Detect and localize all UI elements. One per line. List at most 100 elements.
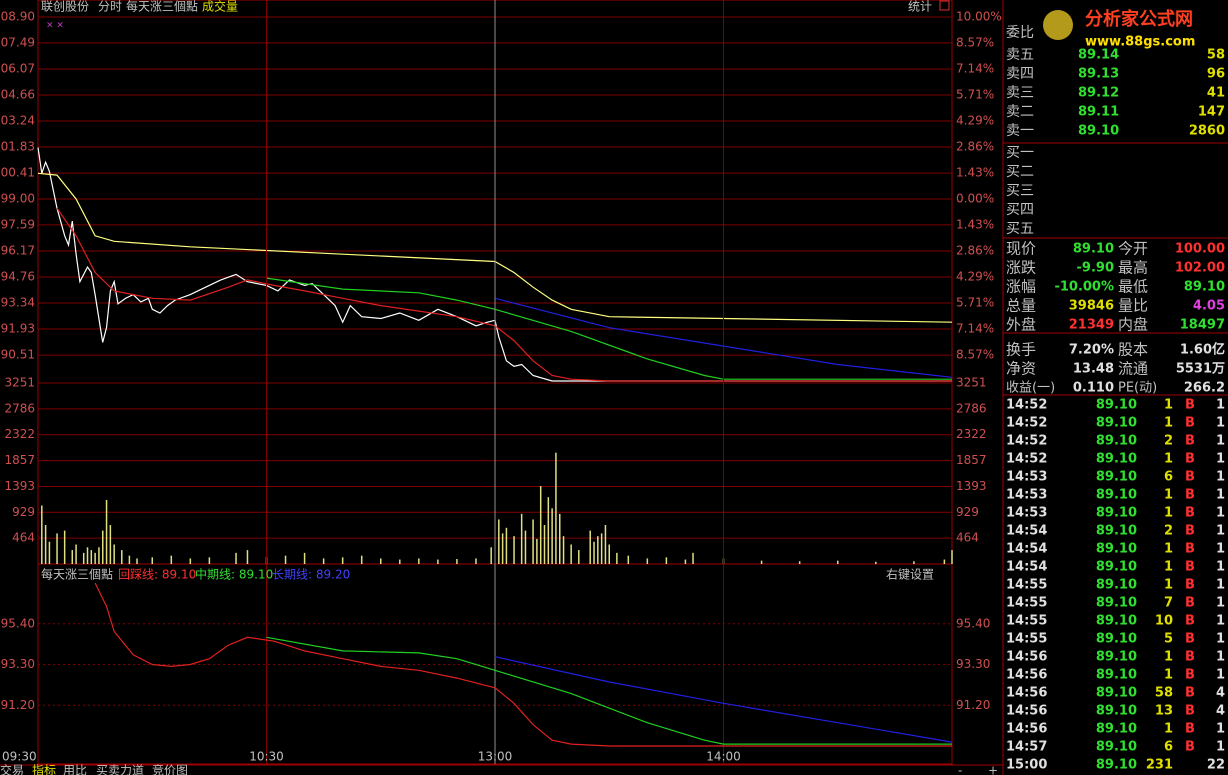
trade-cell: 14:56 <box>1006 704 1047 719</box>
order-book-header: 委比 <box>1006 25 1034 41</box>
x-tick-label: 10:30 <box>249 750 284 764</box>
quote-value: 1.60亿 <box>1180 342 1225 358</box>
quote-value: 102.00 <box>1175 261 1225 276</box>
y2-tick-label: 93.30 <box>956 657 990 671</box>
trade-cell: 14:54 <box>1006 542 1047 557</box>
y2-tick-label: 7.14% <box>956 62 994 76</box>
quote-value: 39846 <box>1069 299 1114 314</box>
trade-cell: 89.10 <box>1096 758 1137 773</box>
trade-cell: 14:56 <box>1006 686 1047 701</box>
y-tick-label: 3251 <box>4 376 35 390</box>
trade-cell: 89.10 <box>1096 722 1137 737</box>
trade-cell: 5 <box>1164 632 1173 647</box>
ask-label: 卖一 <box>1006 123 1034 139</box>
trade-cell: 89.10 <box>1096 668 1137 683</box>
trade-cell: B <box>1185 416 1195 431</box>
trade-cell: 89.10 <box>1096 686 1137 701</box>
trade-cell: B <box>1185 506 1195 521</box>
y2-tick-label: 7.14% <box>956 321 994 335</box>
y-tick-label: 104.66 <box>0 87 35 101</box>
trade-cell: B <box>1185 470 1195 485</box>
zoom-button[interactable]: - <box>958 764 962 775</box>
quote-value: 13.48 <box>1073 362 1114 377</box>
trade-cell: 89.10 <box>1096 542 1137 557</box>
trade-cell: 1 <box>1216 488 1225 503</box>
quote-value: 89.10 <box>1073 242 1114 257</box>
tab[interactable]: 指标 <box>32 763 56 775</box>
trade-cell: 1 <box>1164 398 1173 413</box>
y-tick-label: 1857 <box>4 453 35 467</box>
trade-cell: 1 <box>1216 578 1225 593</box>
trade-cell: 14:54 <box>1006 560 1047 575</box>
trade-cell: 89.10 <box>1096 632 1137 647</box>
trade-cell: 1 <box>1164 560 1173 575</box>
quote-label: 总量 <box>1006 297 1036 315</box>
trade-cell: 14:53 <box>1006 488 1047 503</box>
quote-label: 净资 <box>1006 360 1036 378</box>
trade-cell: 1 <box>1216 722 1225 737</box>
tab[interactable]: 交易 <box>0 763 24 775</box>
y2-tick-label: 95.40 <box>956 616 990 630</box>
trade-cell: 231 <box>1146 758 1173 773</box>
trade-cell: B <box>1185 668 1195 683</box>
quote-label: 涨幅 <box>1006 278 1036 296</box>
y-tick-label: 103.24 <box>0 114 35 128</box>
trade-cell: 89.10 <box>1096 506 1137 521</box>
trade-cell: 1 <box>1164 416 1173 431</box>
bid-label: 买四 <box>1006 202 1034 218</box>
quote-value: 7.20% <box>1069 343 1114 358</box>
trade-cell: 89.10 <box>1096 650 1137 665</box>
quote-value: 18497 <box>1180 318 1225 333</box>
y-tick-label: 91.20 <box>1 698 35 712</box>
trade-cell: 1 <box>1216 452 1225 467</box>
y2-tick-label: 2.86% <box>956 244 994 258</box>
tab[interactable]: 竞价图 <box>152 764 188 775</box>
trade-cell: 14:55 <box>1006 578 1047 593</box>
trade-cell: 89.10 <box>1096 524 1137 539</box>
period: 分时 <box>98 0 122 14</box>
volume-label[interactable]: 成交量 <box>202 0 238 14</box>
trade-cell: 6 <box>1164 470 1173 485</box>
ask-volume: 2860 <box>1189 124 1225 139</box>
y2-tick-label: 1.43% <box>956 218 994 232</box>
ask-label: 卖四 <box>1006 66 1034 82</box>
zoom-button[interactable]: + <box>988 764 998 775</box>
stats-button[interactable]: 统计 <box>908 0 932 14</box>
series-line <box>266 636 952 745</box>
trade-cell: 15:00 <box>1006 758 1047 773</box>
trade-cell: 13 <box>1155 704 1173 719</box>
trade-cell: 1 <box>1216 542 1225 557</box>
ask-volume: 41 <box>1207 86 1225 101</box>
trade-cell: 1 <box>1216 434 1225 449</box>
trade-cell: 14:55 <box>1006 596 1047 611</box>
series-line <box>56 207 952 382</box>
quote-label: 换手 <box>1006 341 1036 359</box>
y-tick-label: 464 <box>12 531 35 545</box>
y2-tick-label: 2.86% <box>956 139 994 153</box>
y-tick-label: 94.76 <box>1 269 35 283</box>
series-line <box>494 656 953 743</box>
quote-value: 100.00 <box>1175 242 1225 257</box>
y2-tick-label: 5.71% <box>956 88 994 102</box>
series-line <box>37 147 952 382</box>
y-tick-label: 106.07 <box>0 62 35 76</box>
close-box[interactable] <box>939 0 950 11</box>
trade-cell: 1 <box>1164 668 1173 683</box>
quote-value: 21349 <box>1069 318 1114 333</box>
trade-cell: 1 <box>1164 650 1173 665</box>
trade-cell: B <box>1185 632 1195 647</box>
tab[interactable]: 买卖力道 <box>96 764 144 775</box>
bid-label: 买五 <box>1006 221 1034 237</box>
trade-cell: 14:52 <box>1006 416 1047 431</box>
ask-price: 89.12 <box>1078 86 1119 101</box>
quote-value: 89.10 <box>1184 280 1225 295</box>
trade-cell: 14:52 <box>1006 434 1047 449</box>
settings-button[interactable]: 右键设置 <box>886 567 934 582</box>
quote-label: 量比 <box>1118 297 1148 315</box>
trade-cell: B <box>1185 452 1195 467</box>
trade-cell: 14:54 <box>1006 524 1047 539</box>
tab[interactable]: 用比 <box>63 764 87 775</box>
legend-entry: 长期线: 89.20 <box>272 568 350 582</box>
y2-tick-label: 5.71% <box>956 295 994 309</box>
